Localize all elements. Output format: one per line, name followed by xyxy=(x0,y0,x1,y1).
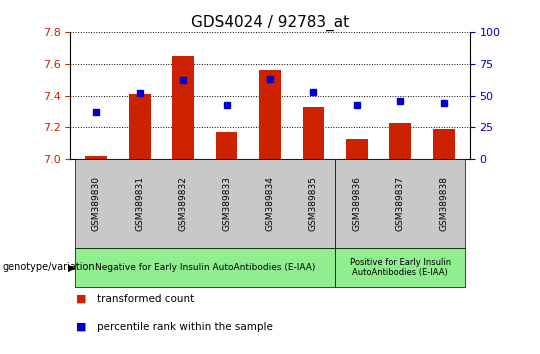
Text: ■: ■ xyxy=(76,322,86,332)
Bar xyxy=(172,56,194,159)
Bar xyxy=(215,132,238,159)
Bar xyxy=(129,94,151,159)
Text: ■: ■ xyxy=(76,294,86,304)
Text: GSM389835: GSM389835 xyxy=(309,176,318,231)
Text: GSM389836: GSM389836 xyxy=(353,176,361,231)
Text: GSM389830: GSM389830 xyxy=(92,176,101,231)
Text: GSM389837: GSM389837 xyxy=(396,176,405,231)
Text: GSM389833: GSM389833 xyxy=(222,176,231,231)
Text: percentile rank within the sample: percentile rank within the sample xyxy=(97,322,273,332)
Bar xyxy=(389,122,411,159)
Title: GDS4024 / 92783_at: GDS4024 / 92783_at xyxy=(191,14,349,30)
Text: GSM389832: GSM389832 xyxy=(179,176,187,231)
Bar xyxy=(433,129,455,159)
Text: GSM389834: GSM389834 xyxy=(266,176,274,231)
Text: ▶: ▶ xyxy=(68,262,75,272)
Bar xyxy=(85,156,107,159)
Bar xyxy=(302,107,325,159)
Bar xyxy=(259,70,281,159)
Bar xyxy=(346,138,368,159)
Text: Negative for Early Insulin AutoAntibodies (E-IAA): Negative for Early Insulin AutoAntibodie… xyxy=(94,263,315,272)
Text: transformed count: transformed count xyxy=(97,294,194,304)
Text: Positive for Early Insulin
AutoAntibodies (E-IAA): Positive for Early Insulin AutoAntibodie… xyxy=(350,258,451,277)
Text: genotype/variation: genotype/variation xyxy=(3,262,96,272)
Text: GSM389831: GSM389831 xyxy=(135,176,144,231)
Text: GSM389838: GSM389838 xyxy=(439,176,448,231)
